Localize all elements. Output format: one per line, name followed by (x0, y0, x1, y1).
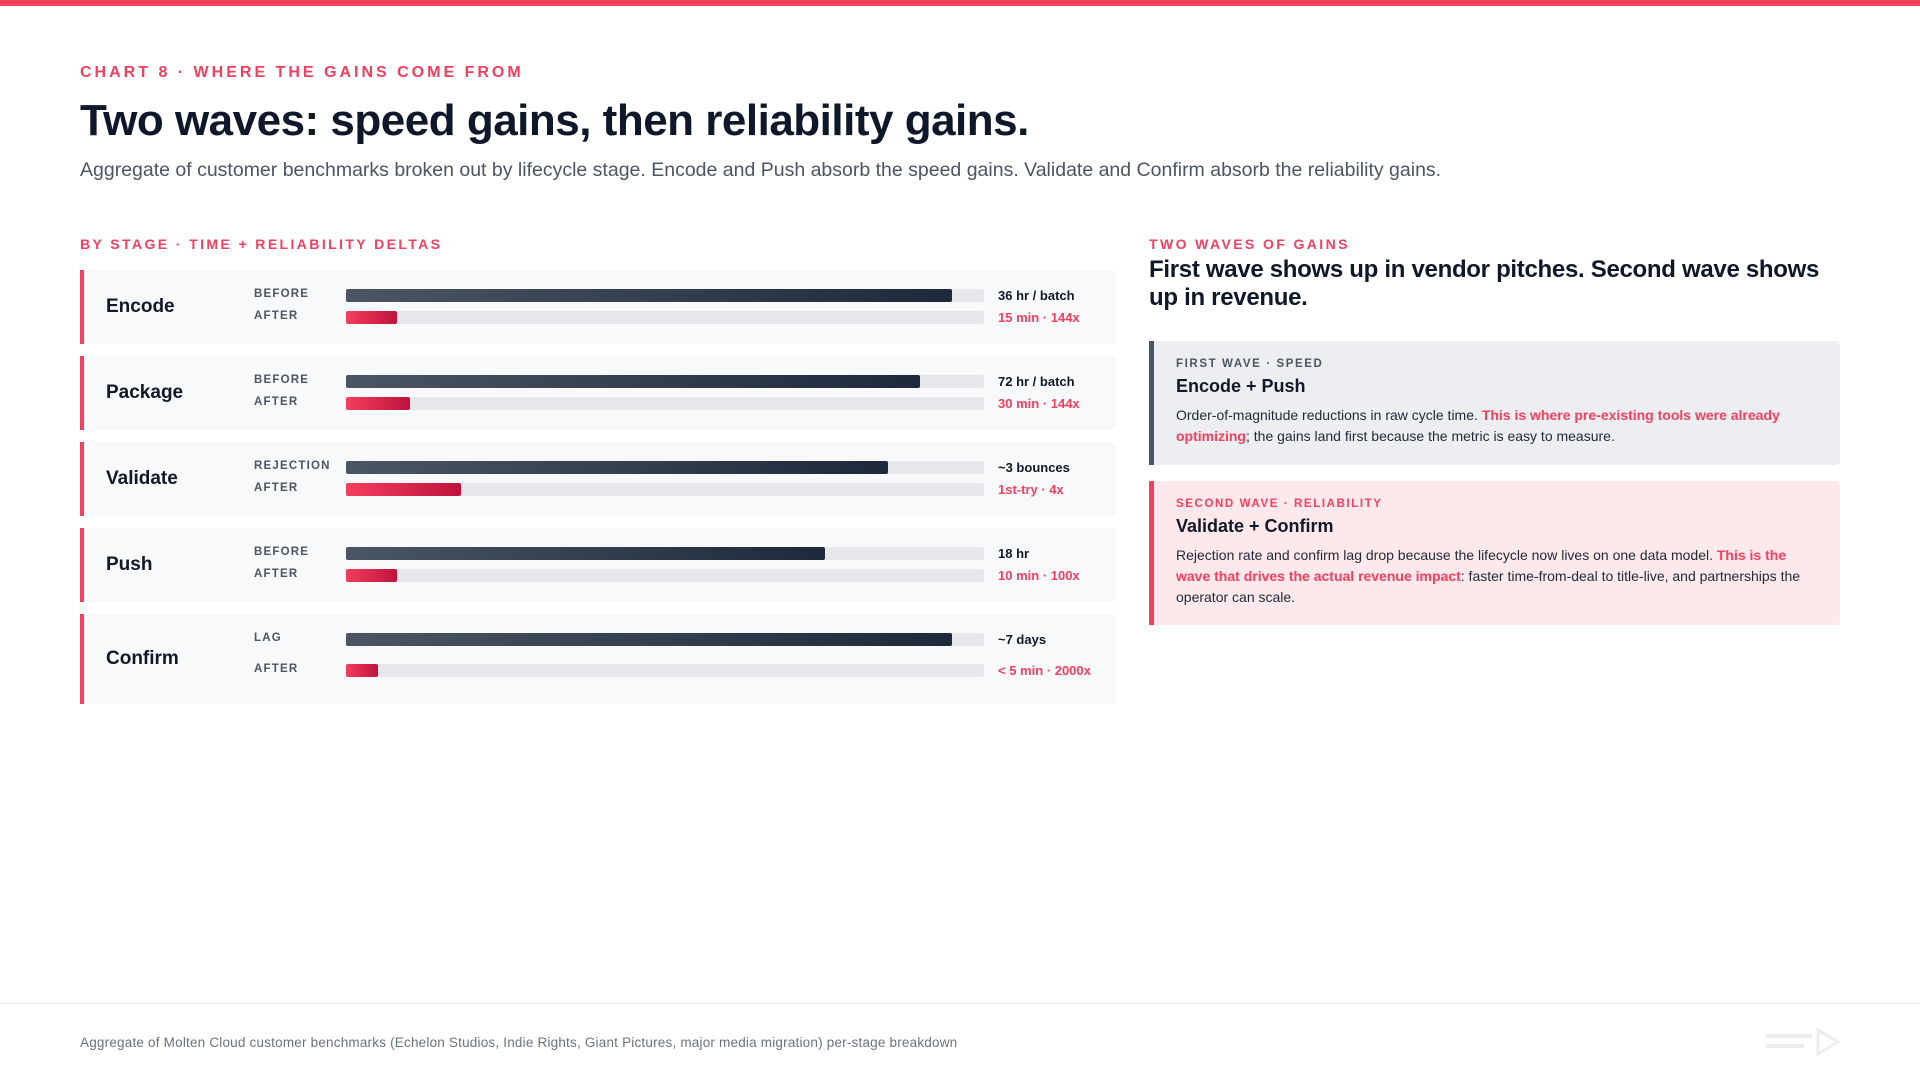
before-bar-label: BEFORE (254, 374, 310, 386)
after-value-label: 10 min · 100x (998, 568, 1080, 583)
before-bar (346, 547, 825, 560)
after-bar (346, 483, 461, 496)
waves-panel-label: TWO WAVES OF GAINS (1149, 236, 1350, 252)
after-bar-track (346, 664, 984, 677)
stage-row-encode: Encode BEFORE 36 hr / batch AFTER 15 min · 1… (80, 270, 1116, 344)
after-bar-label: AFTER (254, 482, 299, 494)
second-wave-eyebrow: SECOND WAVE · RELIABILITY (1176, 498, 1383, 510)
before-value-label: 36 hr / batch (998, 288, 1075, 303)
after-bar (346, 311, 397, 324)
stage-name: Package (106, 382, 184, 403)
after-value-label: 1st-try · 4x (998, 482, 1064, 497)
after-bar-label: AFTER (254, 663, 299, 675)
stage-name: Validate (106, 468, 178, 489)
page-subtitle: Aggregate of customer benchmarks broken … (80, 159, 1442, 181)
after-bar-label: AFTER (254, 310, 299, 322)
second-wave-body: Rejection rate and confirm lag drop beca… (1176, 545, 1816, 608)
before-bar-label: LAG (254, 632, 282, 644)
stage-name: Encode (106, 296, 175, 317)
footer-source-note: Aggregate of Molten Cloud customer bench… (80, 1035, 958, 1050)
first-wave-card: FIRST WAVE · SPEED Encode + Push Order-o… (1149, 341, 1840, 465)
before-bar (346, 289, 952, 302)
after-bar-track (346, 569, 984, 582)
after-bar-track (346, 311, 984, 324)
stage-name: Confirm (106, 648, 179, 669)
after-value-label: 15 min · 144x (998, 310, 1080, 325)
chart-eyebrow: CHART 8 · WHERE THE GAINS COME FROM (80, 64, 524, 81)
top-accent-rule (0, 0, 1920, 6)
before-bar-track (346, 375, 984, 388)
before-bar (346, 461, 888, 474)
before-bar-label: BEFORE (254, 546, 310, 558)
before-bar-track (346, 633, 984, 646)
before-value-label: ~3 bounces (998, 460, 1070, 475)
after-bar-label: AFTER (254, 396, 299, 408)
after-bar-track (346, 483, 984, 496)
first-wave-eyebrow: FIRST WAVE · SPEED (1176, 358, 1324, 370)
before-bar-label: BEFORE (254, 288, 310, 300)
stage-row-package: Package BEFORE 72 hr / batch AFTER 30 min · … (80, 356, 1116, 430)
after-bar (346, 664, 378, 677)
before-bar (346, 375, 920, 388)
after-bar (346, 397, 410, 410)
before-bar-track (346, 547, 984, 560)
second-wave-title: Validate + Confirm (1176, 516, 1334, 536)
first-wave-body-text-end: ; the gains land first because the metri… (1246, 428, 1615, 444)
stage-name: Push (106, 554, 153, 575)
first-wave-body: Order-of-magnitude reductions in raw cyc… (1176, 405, 1816, 447)
before-bar-track (346, 289, 984, 302)
stage-row-validate: Validate REJECTION ~3 bounces AFTER 1st-try … (80, 442, 1116, 516)
page-title: Two waves: speed gains, then reliability… (80, 96, 1029, 145)
before-value-label: 72 hr / batch (998, 374, 1075, 389)
second-wave-card: SECOND WAVE · RELIABILITY Validate + Con… (1149, 481, 1840, 625)
footer-divider (0, 1003, 1920, 1004)
chart-section-label: BY STAGE · TIME + RELIABILITY DELTAS (80, 236, 443, 252)
after-bar-label: AFTER (254, 568, 299, 580)
second-wave-body-text: Rejection rate and confirm lag drop beca… (1176, 547, 1717, 563)
first-wave-body-text: Order-of-magnitude reductions in raw cyc… (1176, 407, 1482, 423)
before-value-label: ~7 days (998, 632, 1047, 647)
waves-panel-title: First wave shows up in vendor pitches. S… (1149, 256, 1820, 311)
first-wave-title: Encode + Push (1176, 376, 1306, 396)
stage-bar-chart: Encode BEFORE 36 hr / batch AFTER 15 min · 1… (80, 270, 1116, 716)
first-wave-highlight: This is where pre-existing tools were al… (1176, 407, 1780, 444)
before-bar-label: REJECTION (254, 460, 331, 472)
stage-row-confirm: Confirm LAG ~7 days AFTER < 5 min · 2000x (80, 614, 1116, 704)
stage-row-push: Push BEFORE 18 hr AFTER 10 min · 100x (80, 528, 1116, 602)
after-bar-track (346, 397, 984, 410)
after-bar (346, 569, 397, 582)
second-wave-highlight: This is the wave that drives the actual … (1176, 547, 1787, 584)
brand-logo-icon (1766, 1027, 1840, 1057)
second-wave-body-text-end: : faster time-from-deal to title-live, a… (1176, 568, 1801, 605)
before-bar-track (346, 461, 984, 474)
before-value-label: 18 hr (998, 546, 1030, 561)
after-value-label: < 5 min · 2000x (998, 663, 1091, 678)
before-bar (346, 633, 952, 646)
after-value-label: 30 min · 144x (998, 396, 1080, 411)
